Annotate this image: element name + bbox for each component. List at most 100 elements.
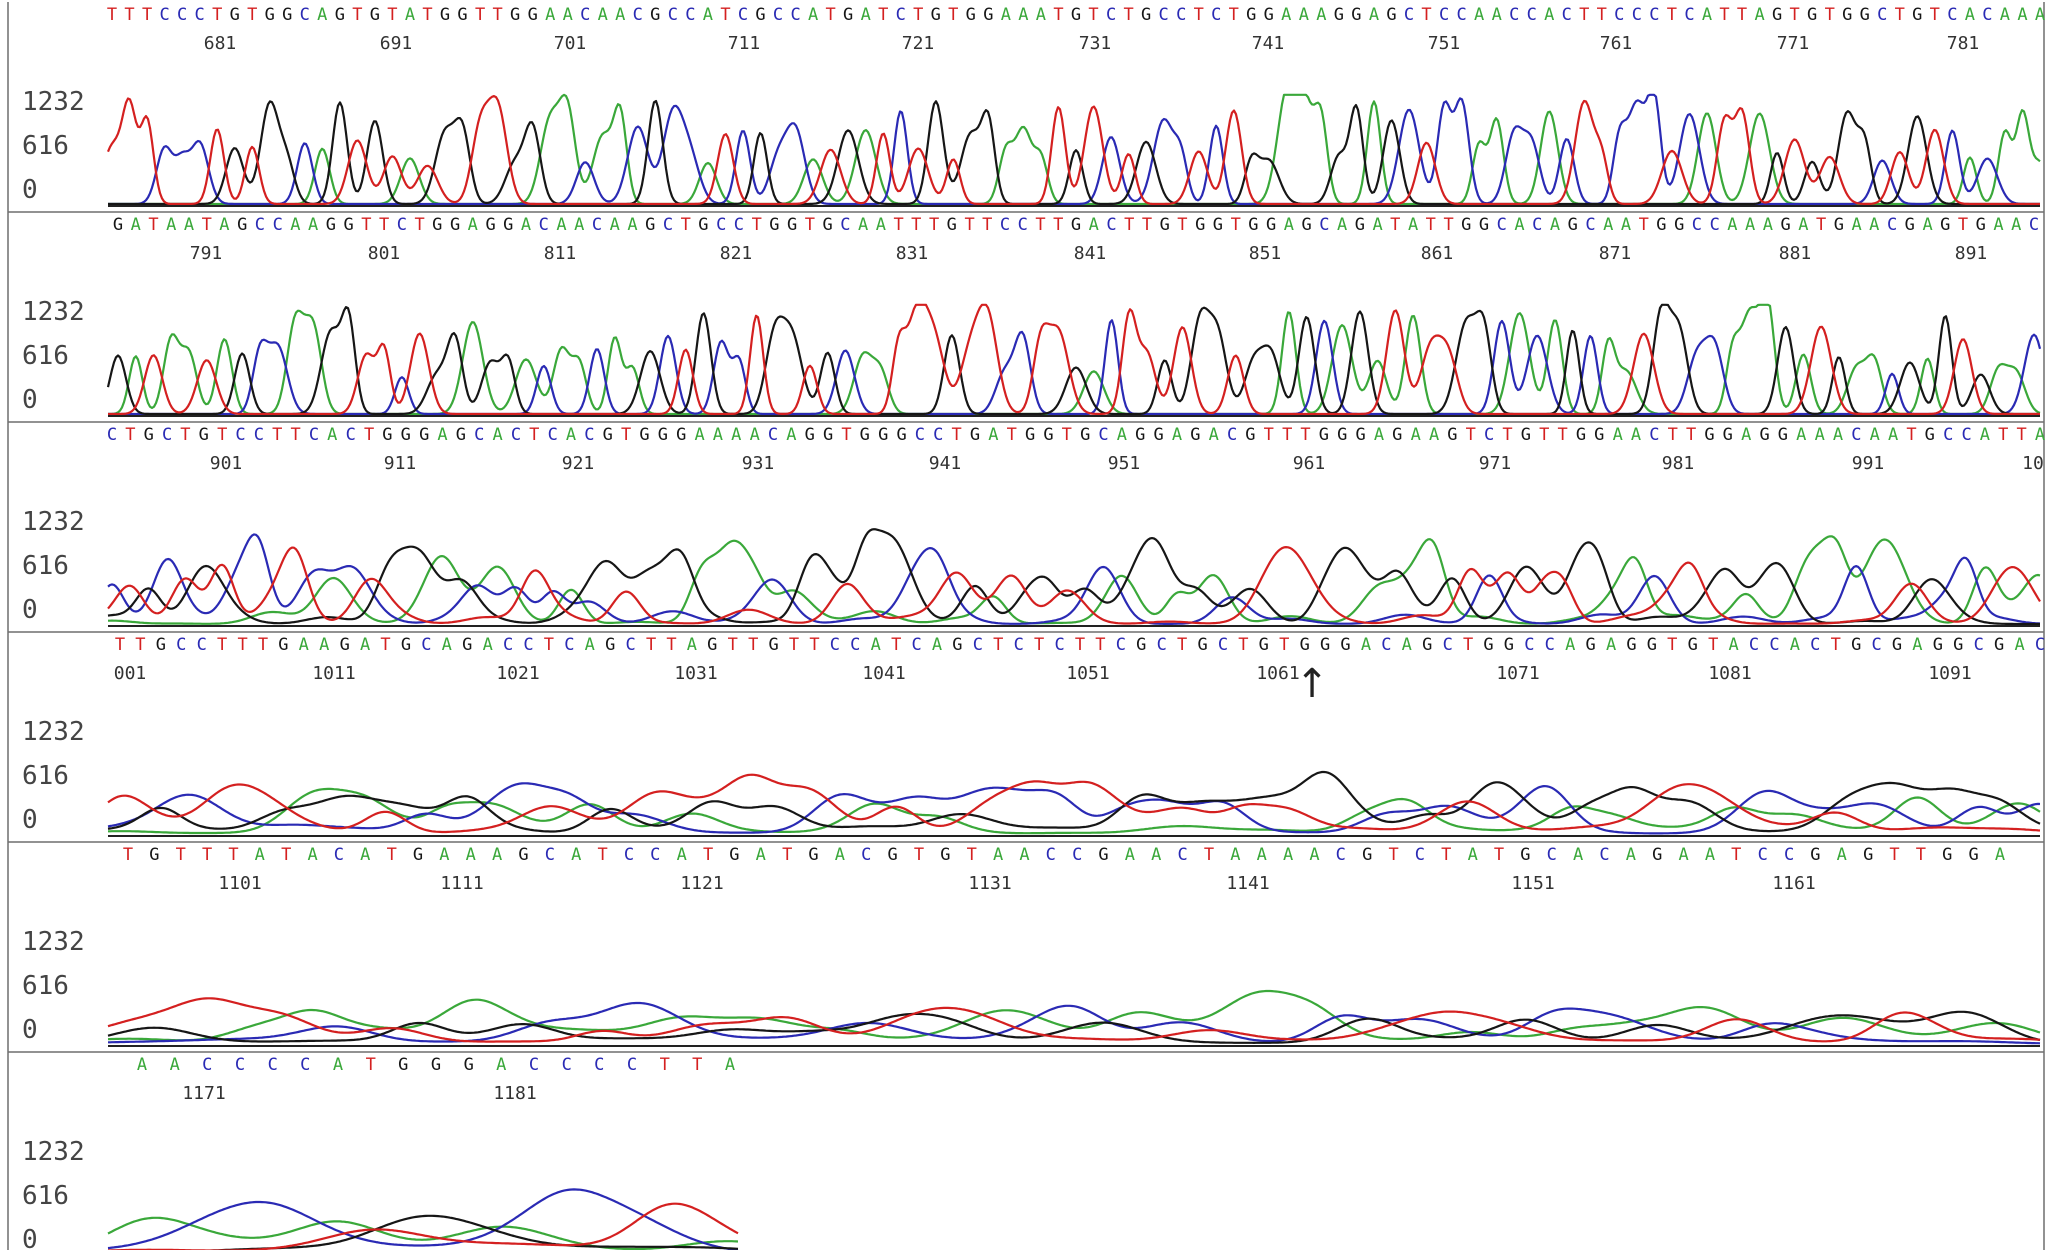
position-label: 911 [384,453,417,474]
marker-arrow: ↑ [1295,661,1329,707]
base-call: C [1545,635,1555,655]
base-call: C [300,5,310,25]
base-call: C [235,425,245,445]
base-call: T [1825,5,1835,25]
base-call: G [896,425,906,445]
position-label: 731 [1079,33,1112,54]
base-call: G [650,5,660,25]
base-call: A [786,425,796,445]
base-call: C [1443,635,1453,655]
base-call: G [1245,425,1255,445]
base-call: C [159,5,169,25]
position-label: 741 [1252,33,1285,54]
base-call: G [1301,215,1311,235]
base-call: T [176,845,186,865]
base-call: G [1892,635,1902,655]
base-call: T [1177,635,1187,655]
base-call: C [1014,635,1024,655]
base-call: G [1362,845,1372,865]
base-call: T [148,215,158,235]
base-call: A [703,5,713,25]
base-call: A [405,5,415,25]
base-call: G [510,5,520,25]
base-call: T [666,635,676,655]
base-call: C [397,215,407,235]
trace-G [198,1214,739,1250]
base-call: C [580,5,590,25]
base-call: A [1089,215,1099,235]
base-call: A [1117,425,1127,445]
base-call: A [1429,425,1439,445]
base-call: T [1895,5,1905,25]
base-call: A [166,215,176,235]
base-call: T [1035,215,1045,235]
base-call: G [1626,635,1636,655]
position-label: 891 [1955,243,1988,264]
position-label: 1061 [1256,663,1299,684]
base-call: A [1372,215,1382,235]
base-call: G [823,425,833,445]
base-call: T [352,5,362,25]
base-call: G [1759,425,1769,445]
base-call: C [624,845,634,865]
base-call: G [343,215,353,235]
base-call: C [503,635,513,655]
base-call: G [1976,215,1986,235]
y-tick-label: 0 [22,385,38,415]
base-call: A [496,1055,506,1075]
base-call: T [290,425,300,445]
base-call: A [1337,215,1347,235]
trace-G [106,303,2040,416]
base-call: T [1279,635,1289,655]
base-call: G [1521,425,1531,445]
base-call: A [2014,635,2024,655]
base-call: A [299,635,309,655]
base-call: G [755,5,765,25]
trace-T [107,773,2041,834]
base-call: T [805,215,815,235]
base-call: C [1158,5,1168,25]
base-call: A [1565,635,1575,655]
position-label: 1081 [1708,663,1751,684]
base-call: T [1686,425,1696,445]
base-call: G [450,215,460,235]
base-call: T [809,635,819,655]
base-call: A [333,1055,343,1075]
base-call: T [1231,215,1241,235]
base-call: T [124,5,134,25]
base-call: T [1390,215,1400,235]
base-call: T [789,635,799,655]
position-label: 001 [114,663,147,684]
base-call: C [1456,5,1466,25]
base-call: G [485,215,495,235]
position-label: 1091 [1928,663,1971,684]
base-call: G [1153,425,1163,445]
base-call: G [413,845,423,865]
base-call: T [720,5,730,25]
base-call: A [1573,845,1583,865]
base-call: A [1631,425,1641,445]
base-call: C [790,5,800,25]
base-call: C [1527,5,1537,25]
base-call: T [1062,425,1072,445]
base-call: A [713,425,723,445]
base-call: C [1692,215,1702,235]
base-call: A [1965,5,1975,25]
position-label: 901 [210,453,243,474]
base-call: C [511,425,521,445]
base-call: A [1763,215,1773,235]
base-call: A [1993,215,2003,235]
base-call: A [694,425,704,445]
base-call: C [1054,635,1064,655]
base-call: G [503,215,513,235]
position-label: 931 [742,453,775,474]
base-call: C [1585,215,1595,235]
base-call: A [1468,845,1478,865]
base-call: T [475,5,485,25]
base-call: G [1136,635,1146,655]
base-call: G [860,425,870,445]
base-call: A [1361,635,1371,655]
base-call: C [1157,635,1167,655]
base-call: C [529,1055,539,1075]
